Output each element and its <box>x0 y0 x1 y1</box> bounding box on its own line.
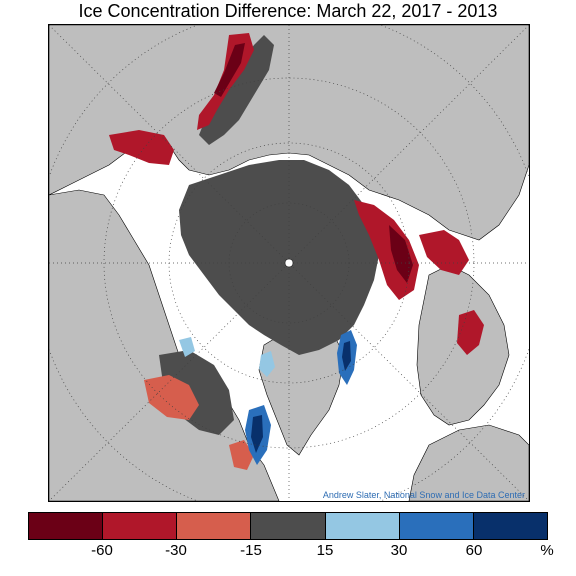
land-layer <box>49 25 529 501</box>
legend-swatch-1 <box>29 513 104 539</box>
legend-swatch-3 <box>177 513 252 539</box>
ice-gain-light-2 <box>179 337 195 357</box>
graticule-meridian-d1 <box>49 25 529 501</box>
ice-gain-greenland-east-dark <box>342 341 351 371</box>
legend-tick-label: -60 <box>91 542 113 559</box>
map-title: Ice Concentration Difference: March 22, … <box>78 1 498 21</box>
ice-loss-white-sea <box>419 230 469 275</box>
legend-tick-label: 60 <box>465 542 483 559</box>
graticule-meridian-d2 <box>49 25 529 501</box>
color-legend <box>28 512 548 540</box>
legend-tick-label: 15 <box>316 542 334 559</box>
ice-loss-barents-dark <box>389 225 413 283</box>
map-canvas <box>49 25 529 501</box>
sea-ice-hudson <box>159 350 234 435</box>
legend-swatch-6 <box>399 513 474 539</box>
legend-swatch-4 <box>251 513 326 539</box>
sea-ice-unchanged <box>179 160 379 355</box>
north-pole-marker <box>284 258 294 268</box>
legend-tick-label: -15 <box>240 542 262 559</box>
legend-swatch-5 <box>325 513 400 539</box>
land-eurasia <box>49 25 529 241</box>
ice-loss-bering <box>109 130 174 165</box>
ice-gain-baffin-dark <box>251 415 263 453</box>
ice-loss-gulf-st-lawrence <box>229 440 254 470</box>
credit-text: Andrew Slater, National Snow and Ice Dat… <box>322 490 525 500</box>
ice-gain-light-1 <box>259 351 275 377</box>
legend-tick-label: 30 <box>390 542 408 559</box>
legend-swatch-2 <box>103 513 178 539</box>
land-bottom-right <box>408 424 529 501</box>
ice-loss-baltic <box>457 310 484 355</box>
sea-ice-bering <box>199 35 274 145</box>
arctic-map: Andrew Slater, National Snow and Ice Dat… <box>48 24 530 502</box>
legend-unit-label: % <box>540 542 554 559</box>
ice-loss-okhotsk-dark <box>214 43 245 97</box>
legend-swatch-7 <box>473 513 547 539</box>
legend-tick-label: -30 <box>165 542 187 559</box>
ice-loss-labrador <box>144 375 199 420</box>
